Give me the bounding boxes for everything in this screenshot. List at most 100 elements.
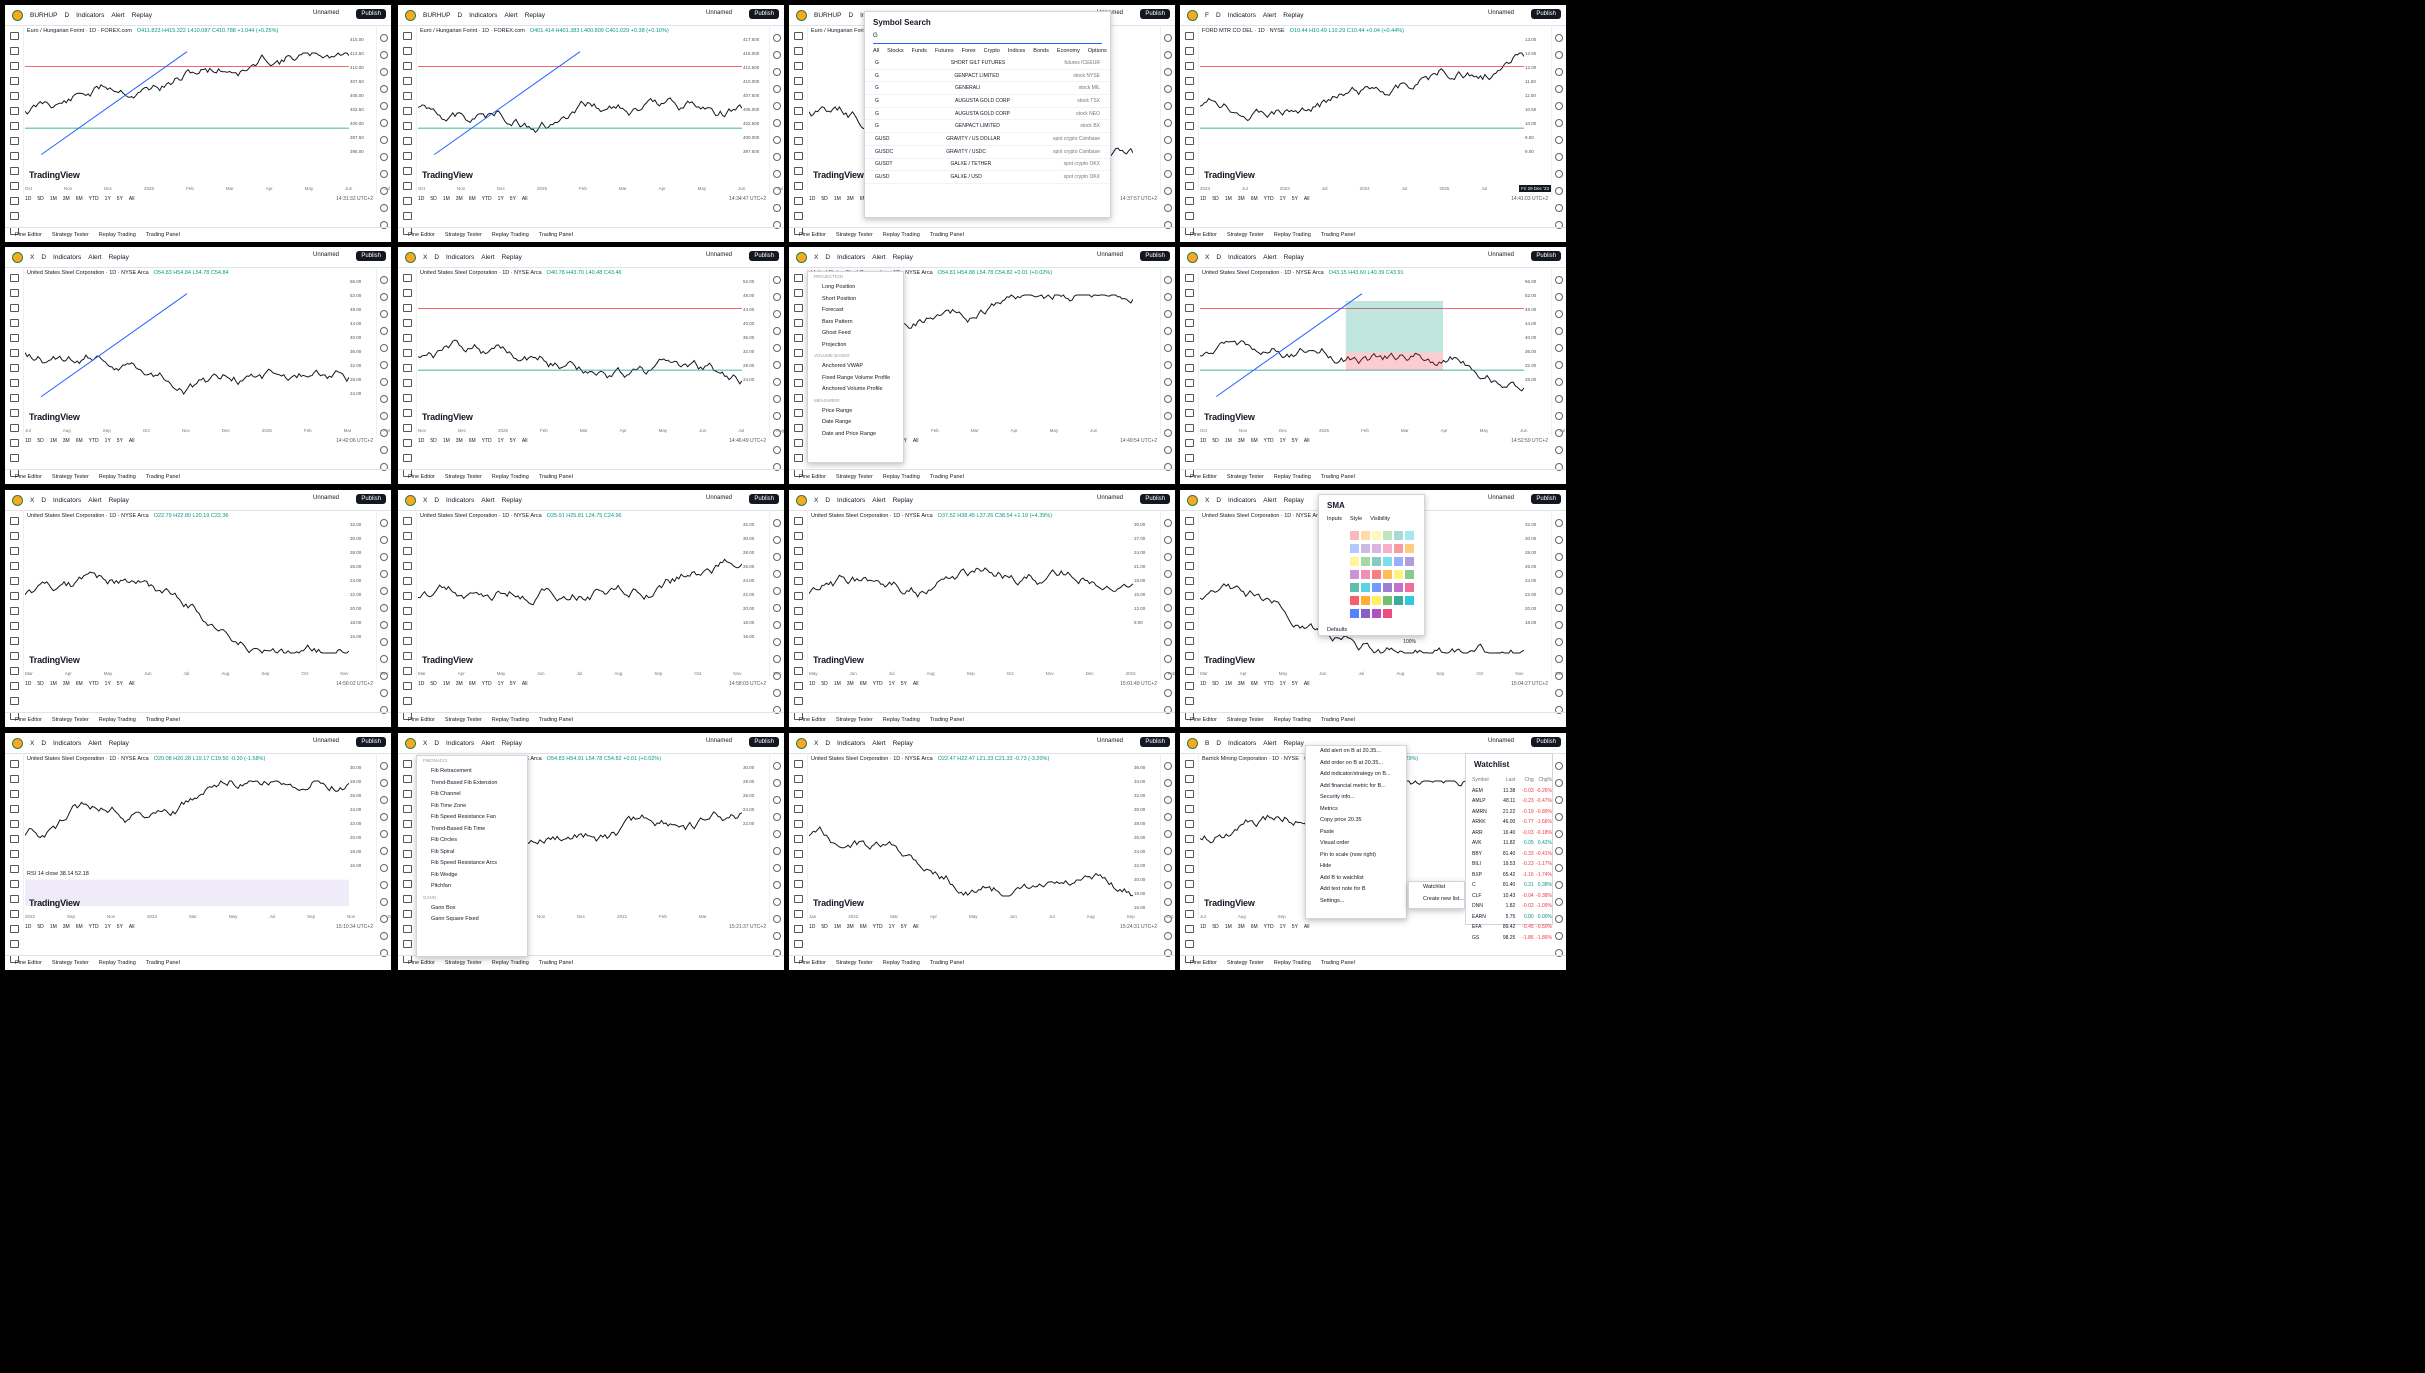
interval-button[interactable]: D [1216, 739, 1222, 747]
drawing-tool-icon[interactable] [9, 62, 19, 70]
widget-icon[interactable] [380, 830, 388, 838]
drawing-tool-icon[interactable] [793, 805, 803, 813]
timeframe-button[interactable]: 1Y [104, 681, 111, 687]
drawing-tool-icon[interactable] [9, 925, 19, 933]
bottom-tab[interactable]: Replay Trading [882, 474, 920, 480]
column-header[interactable]: Chg% [1538, 777, 1552, 784]
avatar[interactable] [405, 737, 416, 749]
timeframe-button[interactable]: 5D [821, 196, 828, 202]
widget-icon[interactable] [1555, 102, 1563, 110]
timeframe-button[interactable]: YTD [88, 681, 99, 687]
bottom-tab[interactable]: Pine Editor [15, 232, 42, 238]
replay-button[interactable]: Replay [501, 739, 522, 747]
timeframe-button[interactable]: 5Y [900, 681, 907, 687]
drawing-tool-icon[interactable] [402, 547, 412, 555]
widget-icon[interactable] [1164, 672, 1172, 680]
watchlist-row[interactable]: AMRN 21.22 -0.19 -0.89% [1466, 807, 1552, 818]
publish-button[interactable]: Publish [749, 494, 779, 504]
drawing-tool-icon[interactable] [402, 760, 412, 768]
drawing-tool-icon[interactable] [1184, 107, 1194, 115]
avatar[interactable] [405, 494, 416, 506]
search-result-row[interactable]: G SHORT GILT FUTURES futures ICEEUR [865, 57, 1110, 70]
drawing-tool-icon[interactable] [9, 532, 19, 540]
interval-button[interactable]: D [825, 253, 831, 261]
indicators-button[interactable]: Indicators [837, 739, 866, 747]
widget-icon[interactable] [1164, 85, 1172, 93]
drawing-tool-icon[interactable] [402, 409, 412, 417]
color-swatch[interactable] [1405, 544, 1414, 553]
drawing-tool-icon[interactable] [1184, 697, 1194, 705]
widget-icon[interactable] [1555, 85, 1563, 93]
widget-icon[interactable] [1164, 830, 1172, 838]
drawing-tool-icon[interactable] [9, 760, 19, 768]
widget-icon[interactable] [773, 881, 781, 889]
drawing-tool-icon[interactable] [9, 349, 19, 357]
drawing-tool-icon[interactable] [9, 167, 19, 175]
time-axis[interactable]: Jan2022MarAprMayJunJulAugSepOctNovDec202… [809, 914, 1175, 919]
timeframe-button[interactable]: All [1303, 438, 1310, 444]
drawing-tool-icon[interactable] [9, 274, 19, 282]
bottom-tab[interactable]: Pine Editor [408, 232, 435, 238]
fib-tool-item[interactable]: Fib Time Zone [431, 802, 467, 809]
drawing-tool-icon[interactable] [9, 940, 19, 948]
drawing-tool-item[interactable]: Ghost Feed [822, 330, 851, 336]
widget-icon[interactable] [773, 412, 781, 420]
drawing-tool-icon[interactable] [793, 364, 803, 372]
timeframe-button[interactable]: 5D [430, 196, 437, 202]
color-swatch[interactable] [1394, 544, 1403, 553]
bottom-tab[interactable]: Replay Trading [1273, 960, 1311, 966]
bottom-tab[interactable]: Strategy Tester [835, 232, 873, 238]
drawing-tool-icon[interactable] [402, 835, 412, 843]
timeframe-button[interactable]: 1D [25, 438, 32, 444]
replay-button[interactable]: Replay [501, 496, 522, 504]
widget-icon[interactable] [1164, 102, 1172, 110]
widget-icon[interactable] [380, 187, 388, 195]
drawing-tool-icon[interactable] [1184, 790, 1194, 798]
drawing-tool-icon[interactable] [9, 880, 19, 888]
widget-icon[interactable] [1164, 310, 1172, 318]
drawing-tool-icon[interactable] [402, 517, 412, 525]
layout-name-button[interactable]: Unnamed [1487, 252, 1514, 258]
watchlist-row[interactable]: ARKK 46.00 -0.77 -1.66% [1466, 817, 1552, 828]
publish-button[interactable]: Publish [1140, 494, 1170, 504]
search-result-row[interactable]: G GENERALI stock MIL [865, 82, 1110, 96]
drawing-tool-icon[interactable] [9, 910, 19, 918]
timeframe-button[interactable]: All [128, 681, 135, 687]
widget-icon[interactable] [773, 119, 781, 127]
timeframe-button[interactable]: 1D [25, 681, 32, 687]
price-chart[interactable] [25, 522, 349, 669]
widget-icon[interactable] [1555, 762, 1563, 770]
trendline-drawing[interactable] [1215, 293, 1363, 398]
trendline-drawing[interactable] [40, 51, 188, 156]
color-swatch[interactable] [1383, 544, 1392, 553]
drawing-tool-icon[interactable] [9, 454, 19, 462]
alert-button[interactable]: Alert [1262, 11, 1277, 19]
drawing-tool-item[interactable]: Anchored Volume Profile [822, 386, 883, 392]
color-swatch[interactable] [1361, 609, 1370, 618]
timeframe-button[interactable]: 1M [49, 681, 57, 687]
widget-icon[interactable] [1555, 553, 1563, 561]
drawing-tool-icon[interactable] [793, 895, 803, 903]
category-tab[interactable]: All [873, 48, 880, 54]
bottom-tab[interactable]: Trading Panel [1320, 232, 1355, 238]
drawing-tool-icon[interactable] [1184, 379, 1194, 387]
price-chart[interactable] [809, 522, 1133, 669]
drawing-tool-icon[interactable] [793, 47, 803, 55]
widget-icon[interactable] [1555, 689, 1563, 697]
bottom-tab[interactable]: Strategy Tester [51, 960, 89, 966]
bottom-tab[interactable]: Pine Editor [799, 960, 826, 966]
timeframe-button[interactable]: 1D [1200, 438, 1207, 444]
fib-tool-item[interactable]: Pitchfan [431, 883, 451, 889]
price-axis[interactable] [1134, 279, 1160, 426]
timeframe-button[interactable]: 5Y [900, 924, 907, 930]
context-menu-item[interactable]: Add text note for B [1320, 886, 1366, 892]
timeframe-button[interactable]: 1M [1224, 924, 1232, 930]
category-tab[interactable]: Crypto [983, 48, 1000, 54]
bottom-tab[interactable]: Replay Trading [1273, 232, 1311, 238]
widget-icon[interactable] [380, 587, 388, 595]
layout-name-button[interactable]: Unnamed [705, 738, 732, 744]
widget-icon[interactable] [380, 655, 388, 663]
widget-icon[interactable] [1164, 446, 1172, 454]
watchlist-row[interactable]: BXP 65.42 -1.16 -1.74% [1466, 870, 1552, 881]
drawing-tool-icon[interactable] [9, 182, 19, 190]
